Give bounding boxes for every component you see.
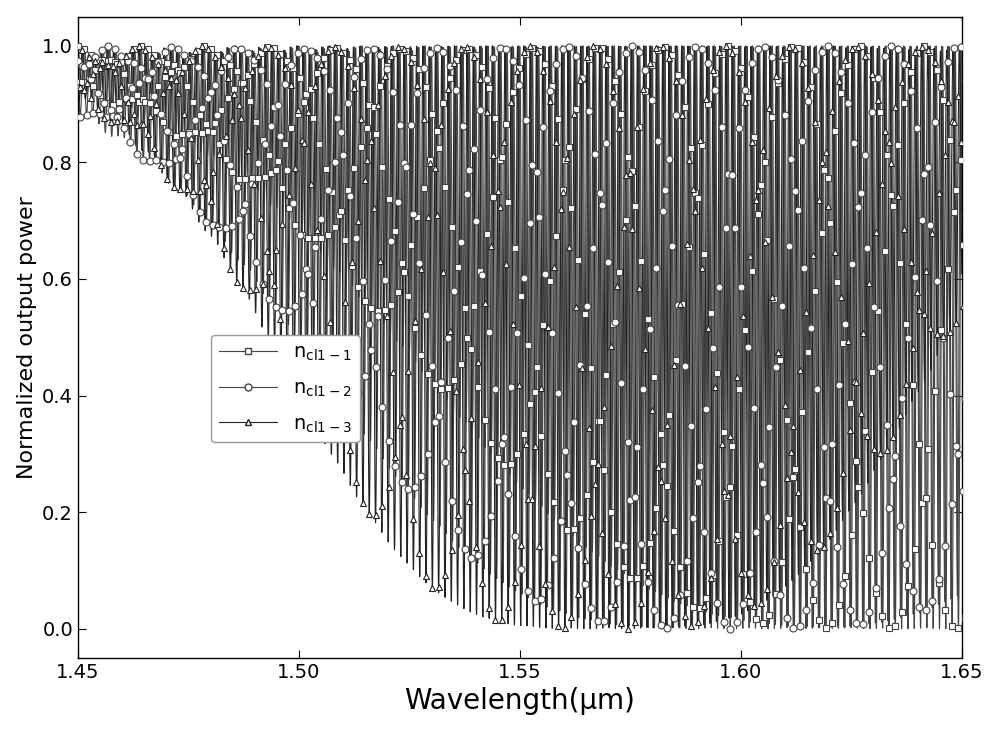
Y-axis label: Normalized output power: Normalized output power — [17, 196, 37, 479]
Legend: $\mathregular{n_{cl1-1}}$, $\mathregular{n_{cl1-2}}$, $\mathregular{n_{cl1-3}}$: $\mathregular{n_{cl1-1}}$, $\mathregular… — [211, 335, 360, 442]
X-axis label: Wavelength(μm): Wavelength(μm) — [404, 687, 635, 715]
